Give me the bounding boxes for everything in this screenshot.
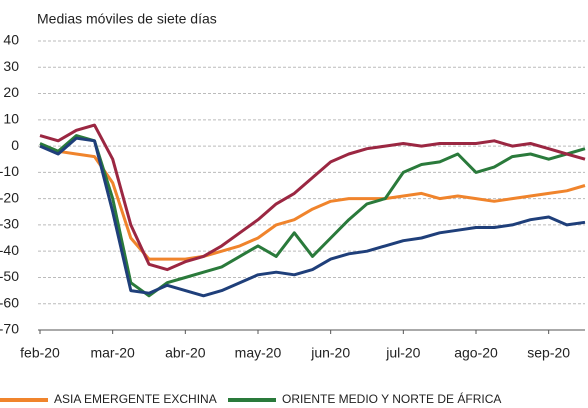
x-tick-label: jul-20 xyxy=(385,345,420,361)
y-tick-label: -20 xyxy=(0,189,19,205)
x-tick-label: jun-20 xyxy=(310,345,350,361)
y-tick-label: 30 xyxy=(3,58,19,74)
y-tick-label: 0 xyxy=(11,137,19,153)
series-line xyxy=(39,144,586,261)
series-line xyxy=(39,134,586,298)
chart-title: Medias móviles de siete días xyxy=(37,11,217,27)
x-tick-label: sep-20 xyxy=(527,345,570,361)
x-tick-label: feb-20 xyxy=(20,345,60,361)
y-tick-label: -40 xyxy=(0,242,19,258)
y-tick-label: 20 xyxy=(3,84,19,100)
x-tick-label: ago-20 xyxy=(454,345,498,361)
y-tick-label: -10 xyxy=(0,163,19,179)
series-line xyxy=(39,136,586,298)
y-tick-label: -60 xyxy=(0,294,19,310)
x-tick-label: abr-20 xyxy=(165,345,206,361)
y-tick-label: 40 xyxy=(3,32,19,48)
x-tick-label: mar-20 xyxy=(90,345,135,361)
x-tick-label: may-20 xyxy=(235,345,282,361)
legend-label: ORIENTE MEDIO Y NORTE DE ÁFRICA xyxy=(282,391,501,406)
legend-label: ASIA EMERGENTE EXCHINA xyxy=(54,392,217,406)
y-tick-label: -70 xyxy=(0,321,19,337)
y-tick-label: 10 xyxy=(3,111,19,127)
series-line xyxy=(39,123,586,272)
y-tick-label: -50 xyxy=(0,268,19,284)
y-tick-label: -30 xyxy=(0,216,19,232)
